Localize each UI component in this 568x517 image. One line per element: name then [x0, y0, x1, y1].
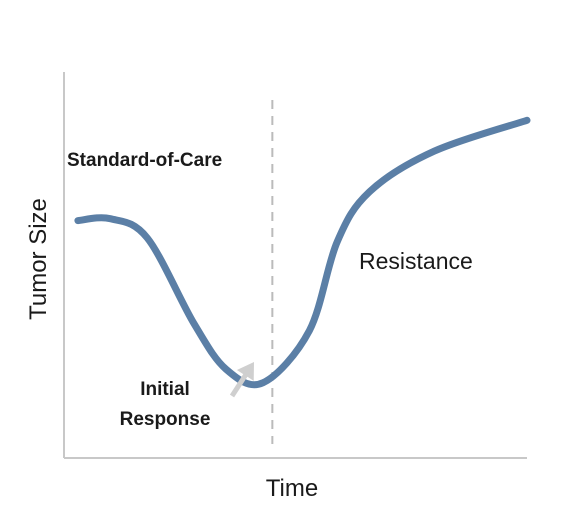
- tumor-size-curve: [74, 116, 531, 389]
- axes: [63, 72, 527, 459]
- x-axis-label: Time: [266, 475, 318, 502]
- resistance-annotation: Resistance: [359, 248, 473, 274]
- initial-response-arrow-icon: [229, 362, 254, 398]
- standard-of-care-annotation: Standard-of-Care: [67, 150, 222, 171]
- initial-response-annotation-line-2: Response: [120, 409, 211, 430]
- y-axis-label: Tumor Size: [25, 198, 52, 320]
- initial-response-annotation-line-1: Initial: [140, 379, 190, 400]
